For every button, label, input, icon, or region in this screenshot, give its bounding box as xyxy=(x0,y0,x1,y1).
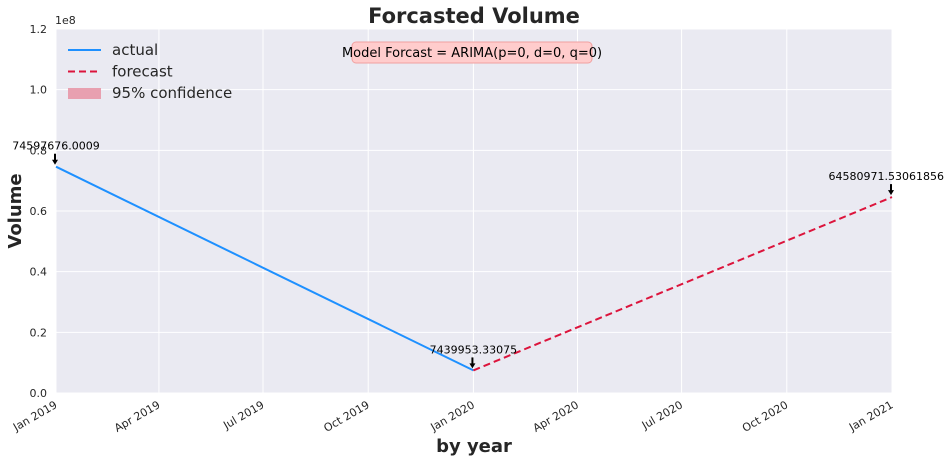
legend-label: forecast xyxy=(112,63,173,81)
y-axis-label: Volume xyxy=(5,173,26,248)
model-label-background xyxy=(351,41,593,64)
annotations: 74597676.0009 7439953.33075 64580971.53061… xyxy=(12,140,944,369)
y-tick-label: 0.4 xyxy=(30,266,48,279)
series-line-actual xyxy=(55,165,474,372)
x-axis-label: by year xyxy=(436,436,512,457)
y-tick-label: 0.8 xyxy=(30,144,48,157)
annotation: 7439953.33075 xyxy=(430,343,517,369)
model-label-text: Model Forcast = ARIMA(p=0, d=0, q=0) xyxy=(342,46,602,61)
y-offset-text: 1e8 xyxy=(55,14,76,27)
legend-item-95-confidence: 95% confidence xyxy=(68,84,232,102)
grid-lines xyxy=(55,28,893,394)
annotation-label: 74597676.0009 xyxy=(12,140,99,153)
chart-title: Forcasted Volume xyxy=(368,4,580,28)
y-tick-label: 0.0 xyxy=(30,387,48,400)
legend: actual forecast 95% confidence xyxy=(68,41,232,102)
annotation: 74597676.0009 xyxy=(12,140,100,165)
series-lines xyxy=(55,165,893,372)
legend-label: 95% confidence xyxy=(112,84,232,102)
legend-item-actual: actual xyxy=(68,41,158,59)
annotation-label: 64580971.53061856 xyxy=(829,170,944,183)
annotation: 64580971.53061856 xyxy=(829,170,944,196)
series-line-forecast xyxy=(473,196,893,372)
y-tick-label: 1.0 xyxy=(30,84,48,97)
y-tick-label: 0.2 xyxy=(30,326,48,339)
model-label-box: Model Forcast = ARIMA(p=0, d=0, q=0) xyxy=(342,41,602,64)
annotation-label: 7439953.33075 xyxy=(430,343,517,356)
annotation-arrow-head xyxy=(888,190,894,196)
legend-swatch xyxy=(68,88,101,99)
legend-item-forecast: forecast xyxy=(68,63,173,81)
legend-label: actual xyxy=(112,41,158,59)
annotation-arrow-head xyxy=(52,159,58,165)
annotation-arrow-head xyxy=(469,363,476,369)
y-tick-labels: 0.0 0.2 0.4 0.6 0.8 1.0 1.2 xyxy=(30,23,48,400)
y-tick-label: 0.6 xyxy=(30,205,48,218)
y-tick-label: 1.2 xyxy=(30,23,48,36)
